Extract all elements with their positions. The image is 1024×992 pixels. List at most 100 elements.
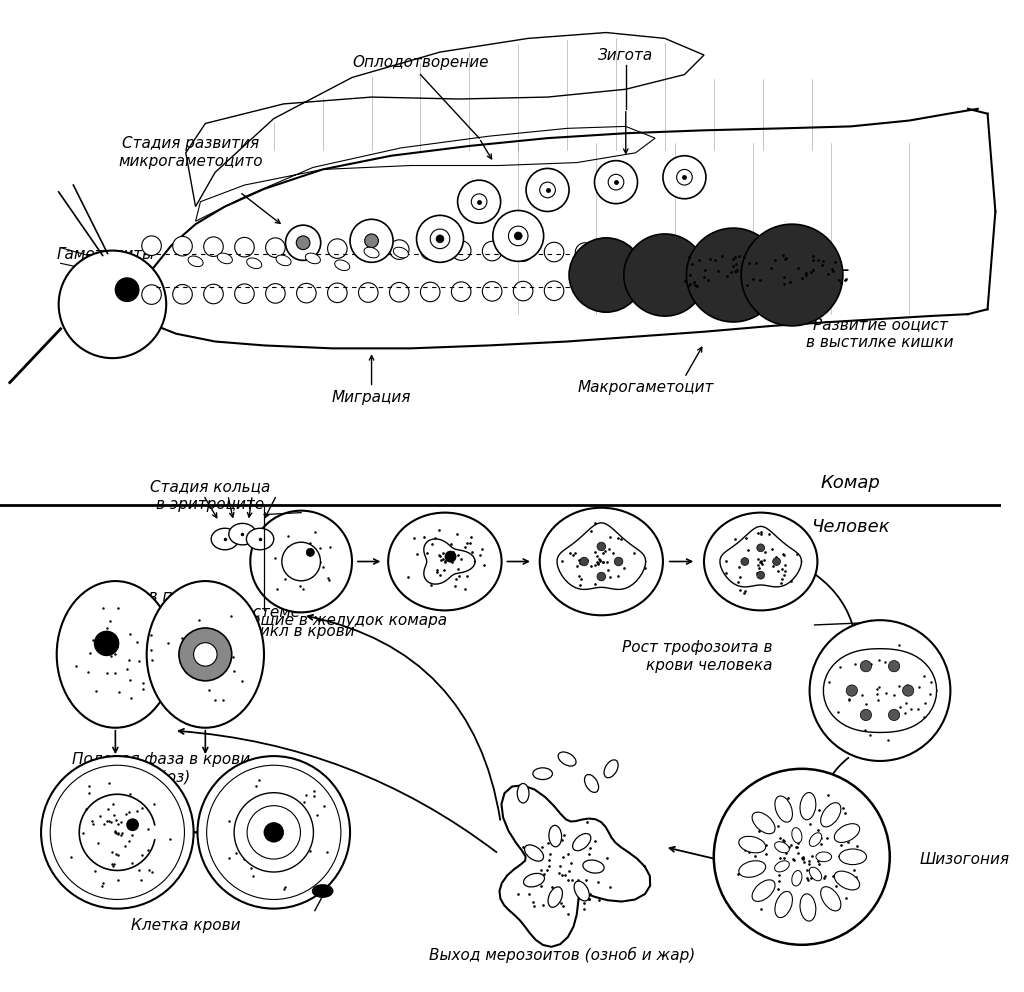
Circle shape: [445, 552, 456, 561]
Circle shape: [141, 236, 162, 256]
Text: Стадия кольца
в эритроците: Стадия кольца в эритроците: [151, 479, 270, 512]
Circle shape: [198, 756, 350, 909]
Circle shape: [358, 239, 378, 259]
Circle shape: [606, 243, 626, 263]
Ellipse shape: [350, 219, 393, 262]
Circle shape: [860, 709, 871, 720]
Circle shape: [608, 175, 624, 189]
Text: Развитие ооцист
в выстилке кишки: Развитие ооцист в выстилке кишки: [806, 317, 953, 350]
Ellipse shape: [146, 581, 264, 728]
Ellipse shape: [364, 247, 379, 258]
Circle shape: [757, 571, 765, 579]
Circle shape: [452, 282, 471, 302]
Circle shape: [297, 284, 316, 303]
Text: Рост трофозоита в
крови человека: Рост трофозоита в крови человека: [622, 640, 772, 673]
Ellipse shape: [572, 833, 591, 851]
Circle shape: [204, 237, 223, 257]
Ellipse shape: [313, 885, 333, 897]
Text: Миграция: Миграция: [332, 390, 412, 405]
Circle shape: [730, 245, 750, 265]
Text: Зигота: Зигота: [598, 49, 653, 63]
Text: Комар: Комар: [821, 474, 881, 492]
Circle shape: [714, 769, 890, 944]
Circle shape: [194, 643, 217, 667]
Circle shape: [306, 549, 314, 557]
Ellipse shape: [305, 253, 321, 264]
Circle shape: [773, 558, 780, 565]
Circle shape: [514, 232, 522, 240]
Circle shape: [614, 558, 623, 565]
Circle shape: [250, 511, 352, 612]
Circle shape: [41, 756, 194, 909]
Ellipse shape: [839, 849, 866, 865]
Text: Макрогаметоцит: Макрогаметоцит: [578, 380, 714, 395]
Circle shape: [741, 224, 843, 325]
Circle shape: [741, 558, 749, 565]
Circle shape: [686, 228, 780, 322]
Text: Шизогония: Шизогония: [920, 852, 1009, 867]
Circle shape: [234, 237, 254, 257]
Circle shape: [95, 632, 119, 655]
Circle shape: [677, 170, 692, 186]
Circle shape: [50, 765, 184, 900]
Circle shape: [597, 543, 605, 551]
Circle shape: [173, 285, 193, 305]
Ellipse shape: [388, 513, 502, 610]
Circle shape: [637, 244, 656, 263]
Circle shape: [265, 284, 285, 304]
Text: Цикл в печени,
лимфатической системе: Цикл в печени, лимфатической системе: [102, 588, 301, 620]
Circle shape: [792, 279, 812, 299]
Ellipse shape: [56, 581, 174, 728]
Circle shape: [452, 241, 471, 260]
Ellipse shape: [752, 812, 775, 833]
Ellipse shape: [532, 768, 552, 780]
Text: Цикл в крови: Цикл в крови: [248, 624, 354, 640]
Ellipse shape: [417, 215, 464, 262]
Circle shape: [668, 244, 688, 264]
Circle shape: [421, 282, 440, 302]
Ellipse shape: [809, 832, 821, 846]
Circle shape: [482, 241, 502, 261]
Ellipse shape: [738, 861, 766, 877]
Ellipse shape: [820, 803, 841, 827]
Circle shape: [513, 282, 532, 301]
Circle shape: [569, 238, 643, 312]
Ellipse shape: [703, 513, 817, 610]
Circle shape: [540, 183, 555, 197]
Ellipse shape: [493, 210, 544, 261]
Ellipse shape: [604, 760, 618, 778]
Ellipse shape: [276, 255, 291, 266]
Circle shape: [430, 229, 450, 249]
Circle shape: [179, 628, 231, 681]
Circle shape: [545, 242, 564, 262]
Circle shape: [328, 239, 347, 258]
Text: Оплодотворение: Оплодотворение: [352, 55, 488, 70]
Circle shape: [597, 572, 605, 581]
Circle shape: [889, 661, 900, 672]
Ellipse shape: [211, 529, 239, 550]
Ellipse shape: [775, 892, 793, 918]
Ellipse shape: [835, 823, 859, 842]
Ellipse shape: [774, 841, 790, 853]
Circle shape: [624, 234, 706, 316]
Circle shape: [637, 280, 656, 300]
Ellipse shape: [835, 871, 859, 890]
Circle shape: [595, 161, 638, 203]
Ellipse shape: [774, 861, 790, 872]
Ellipse shape: [524, 845, 544, 861]
Ellipse shape: [540, 508, 663, 615]
Circle shape: [436, 235, 444, 243]
Text: Человек: Человек: [811, 518, 890, 536]
Circle shape: [58, 251, 166, 358]
Circle shape: [358, 283, 378, 303]
Ellipse shape: [574, 881, 590, 901]
Circle shape: [389, 283, 409, 302]
Circle shape: [458, 181, 501, 223]
Circle shape: [421, 240, 440, 260]
Circle shape: [173, 236, 193, 256]
Ellipse shape: [558, 752, 577, 766]
Ellipse shape: [393, 247, 409, 258]
Circle shape: [902, 684, 913, 696]
Circle shape: [545, 281, 564, 301]
Ellipse shape: [792, 827, 802, 843]
